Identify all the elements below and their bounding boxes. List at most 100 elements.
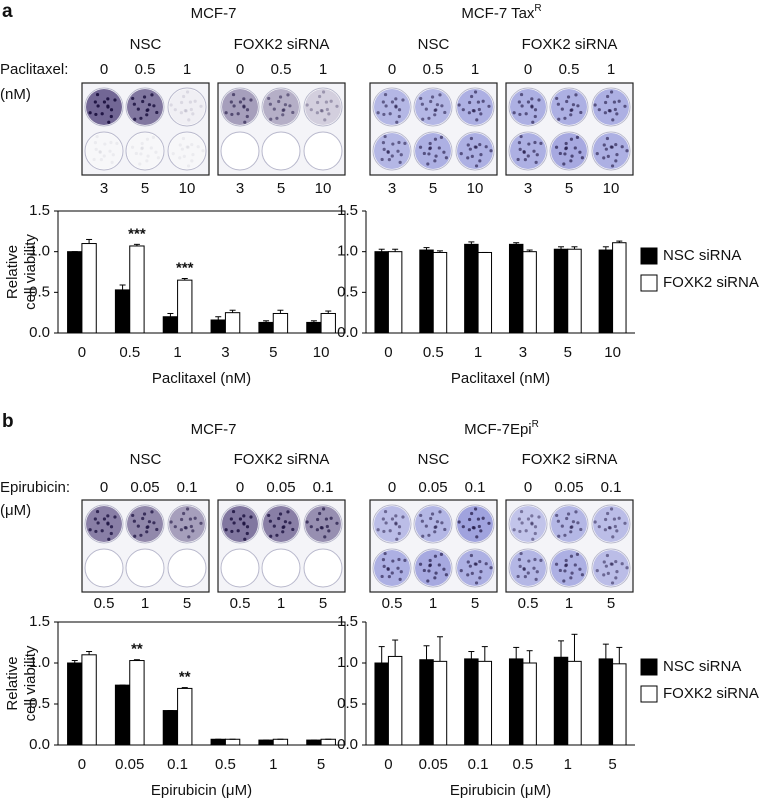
colony (229, 100, 233, 104)
x-tick-label: 0 (384, 756, 392, 773)
colony (95, 509, 100, 514)
condition-label: NSC (418, 36, 450, 53)
colony (98, 149, 102, 154)
colony (232, 521, 236, 525)
colony (610, 581, 615, 585)
colony (283, 103, 288, 107)
colony (320, 109, 324, 113)
colony (533, 140, 537, 145)
bar (598, 658, 614, 746)
dose-label: 0.1 (601, 479, 622, 496)
colony (625, 149, 629, 153)
bar (567, 660, 582, 746)
well (84, 131, 124, 171)
colony (149, 146, 153, 150)
colony (193, 516, 197, 520)
colony (185, 90, 190, 94)
colony (376, 111, 380, 115)
colony (245, 525, 250, 529)
well (508, 87, 548, 127)
colony (325, 107, 329, 112)
well (167, 548, 207, 588)
colony (106, 521, 110, 525)
colony (106, 104, 110, 108)
colony (267, 96, 271, 101)
colony (397, 114, 401, 119)
colony (403, 558, 407, 562)
well-stain (374, 89, 410, 125)
x-tick-label: 10 (313, 344, 330, 361)
colony (430, 512, 435, 516)
dose-label: 0.05 (418, 479, 447, 496)
colony (138, 162, 142, 166)
colony (457, 520, 461, 524)
x-axis-label: Paclitaxel (nM) (152, 370, 251, 387)
bar (67, 662, 83, 746)
colony (319, 109, 323, 113)
well-stain (305, 89, 341, 125)
colony (570, 525, 574, 529)
colony (278, 512, 283, 516)
x-tick-label: 5 (269, 344, 277, 361)
colony (530, 521, 534, 525)
colony (526, 517, 531, 521)
colony (188, 100, 193, 104)
colony (474, 581, 479, 585)
colony (554, 145, 559, 149)
colony (526, 571, 530, 575)
dose-label: 0.5 (559, 61, 580, 78)
colony (391, 142, 395, 146)
colony (178, 156, 182, 160)
colony (186, 164, 191, 168)
y-tick-label: 0.5 (337, 283, 358, 300)
x-tick-label: 0.05 (115, 756, 144, 773)
dose-label: 10 (315, 180, 332, 197)
colony (140, 147, 144, 151)
well-stain (593, 89, 629, 125)
well (167, 131, 207, 171)
colony (556, 519, 560, 523)
colony (466, 156, 470, 160)
colony (574, 93, 578, 97)
colony (387, 575, 391, 579)
bar (374, 662, 389, 746)
colony (102, 100, 107, 104)
colony (196, 145, 200, 149)
colony (185, 145, 189, 149)
colony (109, 140, 113, 145)
colony (397, 531, 401, 536)
colony (519, 92, 524, 97)
colony (433, 159, 437, 163)
colony (443, 527, 447, 532)
colony (386, 150, 390, 154)
colony (605, 136, 610, 141)
colony (272, 107, 276, 111)
colony (173, 525, 177, 529)
well (303, 87, 343, 127)
colony (517, 100, 521, 104)
well-stain (127, 133, 163, 169)
colony (470, 571, 474, 575)
well-stain (169, 89, 205, 125)
well (413, 87, 453, 127)
colony (517, 517, 521, 521)
colony (481, 99, 485, 103)
bar (67, 251, 83, 334)
colony (512, 111, 516, 115)
unit-label: (nM) (0, 86, 31, 103)
colony (305, 520, 309, 524)
colony (560, 107, 564, 111)
legend-swatch (640, 685, 658, 703)
y-axis-label: Relative (4, 245, 21, 299)
colony (560, 524, 564, 528)
colony (518, 147, 522, 151)
colony (179, 528, 183, 532)
colony (107, 537, 111, 541)
colony (100, 112, 104, 116)
well-stain (551, 133, 587, 169)
dose-label: 1 (141, 595, 149, 612)
colony (468, 100, 472, 105)
colony (518, 529, 522, 534)
x-tick-label: 0.1 (468, 756, 489, 773)
colony (113, 98, 117, 102)
